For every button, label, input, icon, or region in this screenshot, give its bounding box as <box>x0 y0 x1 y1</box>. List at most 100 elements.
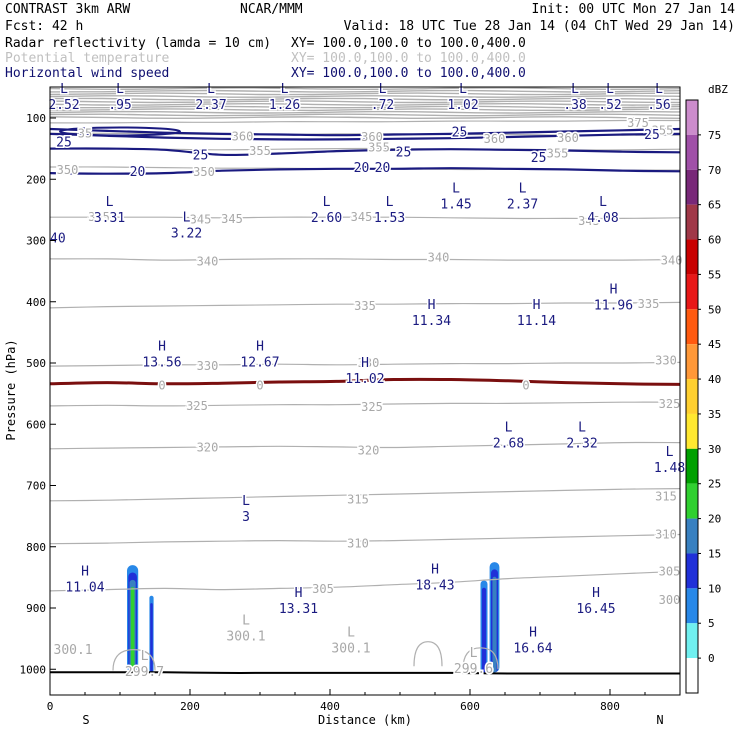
theta-hl-marker-value: 300.1 <box>331 642 370 657</box>
wind-contour-25-loop <box>59 126 181 137</box>
hl-marker-symbol: L <box>242 494 250 509</box>
y-tick-label: 200 <box>26 173 46 186</box>
band-line <box>50 113 680 117</box>
theta-contour-320 <box>50 441 680 450</box>
field-reflectivity-xy: XY= 100.0,100.0 to 100.0,400.0 <box>291 36 526 51</box>
colorbar-label: 15 <box>708 547 721 560</box>
ground-surface <box>50 671 680 675</box>
theta-label: 335 <box>638 297 660 311</box>
hl-marker-value: 16.45 <box>576 602 615 617</box>
wind-contour-25 <box>50 147 680 157</box>
theta-label: 315 <box>347 493 369 507</box>
hl-marker-symbol: L <box>459 82 467 97</box>
hl-marker-symbol: H <box>529 626 537 641</box>
y-tick-label: 100 <box>26 112 46 125</box>
y-tick-label: 400 <box>26 296 46 309</box>
theta-label: 325 <box>361 400 383 414</box>
hl-marker-value: 16.64 <box>513 642 552 657</box>
theta-contour-325 <box>50 401 680 407</box>
theta-hl-marker-value: 299.7 <box>125 665 164 680</box>
colorbar-label: 75 <box>708 129 721 142</box>
theta-label: 310 <box>655 528 677 542</box>
theta-hl-marker-symbol: L <box>141 649 149 664</box>
band-line <box>50 87 680 91</box>
wind-contours <box>50 126 680 175</box>
hl-marker-value: 11.96 <box>594 299 633 314</box>
x-tick-label: 600 <box>460 700 480 713</box>
theta-label: 305 <box>312 582 334 596</box>
theta-contour-340 <box>50 258 680 261</box>
hl-marker-symbol: L <box>207 82 215 97</box>
theta-label: 345 <box>351 210 373 224</box>
theta-label: 355 <box>368 140 390 154</box>
hl-marker-symbol: L <box>578 421 586 436</box>
colorbar-swatch <box>686 274 698 310</box>
theta-label: 330 <box>655 354 677 368</box>
y-tick-label: 500 <box>26 357 46 370</box>
colorbar-label: 30 <box>708 443 721 456</box>
hl-marker-value: 13.56 <box>142 356 181 371</box>
reflectivity-cell <box>150 603 153 673</box>
theta-contour-315 <box>50 488 680 502</box>
theta-label: 355 <box>547 147 569 161</box>
colorbar-label: 50 <box>708 303 721 316</box>
wind-label: 25 <box>56 136 72 151</box>
theta-label: 345 <box>221 212 243 226</box>
theta-label: 305 <box>659 564 681 578</box>
wind-label: 25 <box>193 148 209 163</box>
hl-marker-symbol: H <box>256 340 264 355</box>
theta-contour-305 <box>50 570 680 592</box>
y-tick-label: 300 <box>26 235 46 248</box>
colorbar-frame <box>685 99 699 694</box>
theta-label: 355 <box>249 144 271 158</box>
band-line <box>50 116 680 120</box>
hl-marker-symbol: H <box>610 283 618 298</box>
hl-marker-symbol: L <box>386 195 394 210</box>
x-tick-label: 400 <box>320 700 340 713</box>
hl-marker-symbol: L <box>571 82 579 97</box>
y-axis-label: Pressure (hPa) <box>4 339 18 440</box>
hl-marker-value: 11.04 <box>65 580 104 595</box>
colorbar-swatch <box>686 588 698 624</box>
hl-marker-value: .72 <box>371 98 394 113</box>
theta-contour-335 <box>50 301 680 309</box>
axes: 0 200 400 600 800100200300400500600700800900… <box>20 112 681 713</box>
theta-label: 335 <box>354 299 376 313</box>
theta-contour-375 <box>50 119 680 124</box>
freezing-level-line <box>50 377 680 386</box>
colorbar-swatch <box>686 553 698 589</box>
colorbar-label: 0 <box>708 652 715 665</box>
theta-surface-contour <box>462 647 499 670</box>
reflectivity-cell <box>492 576 497 673</box>
hl-marker-value: 1.45 <box>440 198 471 213</box>
colorbar-swatch <box>686 169 698 205</box>
model-name: CONTRAST 3km ARW <box>5 2 130 17</box>
theta-label: 325 <box>659 397 681 411</box>
band-line <box>50 95 680 98</box>
hl-marker-symbol: L <box>106 195 114 210</box>
theta-label: 340 <box>661 254 683 268</box>
colorbar-swatch <box>686 204 698 240</box>
hl-marker-value: 1.26 <box>269 98 300 113</box>
hl-marker-value: 18.43 <box>415 579 454 594</box>
hl-marker-symbol: L <box>379 82 387 97</box>
freezing-label: 0 <box>522 379 529 393</box>
colorbar-label: 25 <box>708 478 721 491</box>
theta-label: 360 <box>557 131 579 145</box>
field-wind: Horizontal wind speed <box>5 66 169 81</box>
band-line <box>50 89 680 93</box>
hl-marker-symbol: L <box>452 182 460 197</box>
colorbar-label: 20 <box>708 513 721 526</box>
hl-marker-value: 2.52 <box>48 98 79 113</box>
hl-marker-symbol: L <box>116 82 124 97</box>
wind-label: 25 <box>531 151 547 166</box>
hl-marker-value: 11.14 <box>517 314 556 329</box>
wind-contour-25 <box>50 132 680 141</box>
colorbar-label: 60 <box>708 234 721 247</box>
hl-marker-symbol: H <box>81 564 89 579</box>
hl-marker-value: 4.08 <box>587 211 618 226</box>
theta-label: 310 <box>347 537 369 551</box>
band-line <box>50 108 680 112</box>
colorbar-label: 70 <box>708 164 721 177</box>
